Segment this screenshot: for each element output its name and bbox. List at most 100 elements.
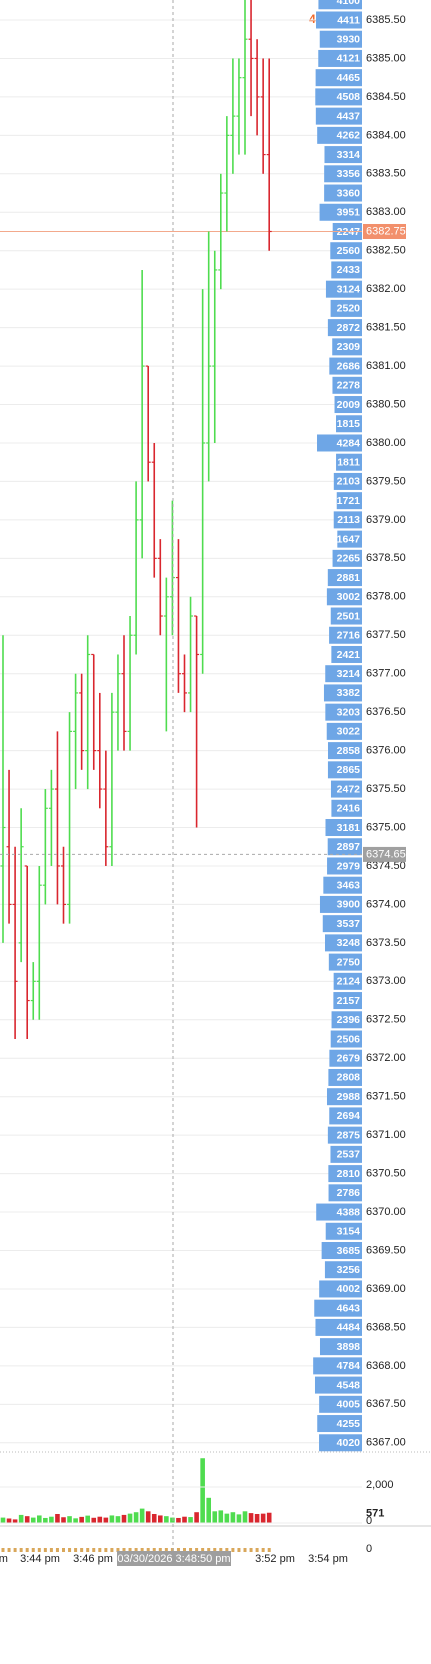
ladder-bar (326, 722, 362, 740)
ladder-value: 4121 (337, 53, 361, 65)
lower-bar (1, 1548, 5, 1552)
ladder-value: 4465 (337, 72, 361, 84)
ladder-bar (315, 69, 362, 87)
ladder-bar (317, 434, 362, 452)
ladder-value: 4002 (337, 1283, 361, 1295)
y-tick-label: 6373.00 (366, 975, 406, 987)
volume-bar (91, 1517, 97, 1523)
ladder-value: 2872 (337, 322, 361, 334)
lower-bar (267, 1548, 271, 1552)
volume-bar (115, 1516, 121, 1523)
ladder-value: 2679 (337, 1053, 361, 1065)
volume-bar (194, 1512, 199, 1523)
lower-bar (183, 1548, 186, 1552)
ladder-bar (319, 895, 362, 913)
ladder-value: 3214 (337, 668, 361, 680)
lower-bar (7, 1548, 11, 1552)
ladder-bar (321, 1242, 362, 1260)
ladder-bar (322, 915, 362, 933)
last-price-box (363, 223, 406, 239)
ladder-value: 3203 (337, 706, 361, 718)
ladder-bar (329, 1049, 362, 1067)
lower-bar (225, 1548, 229, 1552)
ladder-value: 3002 (337, 591, 361, 603)
ladder-bar (336, 492, 362, 510)
ladder-value: 4005 (337, 1399, 361, 1411)
lower-bar (189, 1548, 193, 1552)
ladder-value: 4411 (337, 14, 360, 26)
y-tick-label: 6385.50 (366, 14, 406, 26)
volume-bar (30, 1517, 36, 1523)
ladder-value: 4437 (337, 110, 361, 122)
ladder-value: 2103 (337, 476, 361, 488)
ladder-value: 4100 (337, 0, 361, 7)
ladder-bar (318, 49, 362, 67)
ladder-bar (327, 1126, 362, 1144)
lower-bar (92, 1548, 96, 1552)
y-tick-label: 6380.50 (366, 398, 406, 410)
ladder-value: 3124 (337, 283, 361, 295)
lower-bar (19, 1548, 23, 1552)
ladder-bar (329, 626, 362, 644)
ladder-value: 3382 (337, 687, 361, 699)
lower-bar (31, 1548, 35, 1552)
volume-bar (230, 1512, 236, 1523)
volume-bar (133, 1512, 139, 1523)
lower-bar (207, 1548, 211, 1552)
volume-bar (73, 1518, 78, 1523)
lower-bar (55, 1548, 59, 1552)
volume-bar (200, 1458, 205, 1523)
y-tick-label: 6384.00 (366, 129, 406, 141)
lower-bar (146, 1548, 150, 1552)
ladder-bar (313, 1357, 362, 1375)
y-tick-label: 6384.50 (366, 91, 406, 103)
ladder-bar (329, 357, 362, 375)
y-tick-label: 6380.00 (366, 437, 406, 449)
volume-bar (109, 1515, 115, 1523)
ladder-bar (319, 30, 362, 48)
volume-bar (6, 1518, 12, 1523)
lower-bar (68, 1548, 72, 1552)
ladder-value: 3360 (337, 187, 361, 199)
ladder-bar (330, 299, 362, 317)
y-tick-label: 6375.50 (366, 783, 406, 795)
ladder-value: 2113 (337, 514, 360, 526)
lower-bar (164, 1548, 168, 1552)
lower-bar (243, 1548, 247, 1552)
ladder-value: 2124 (337, 976, 361, 988)
ladder-value: 2686 (337, 360, 361, 372)
ladder-value: 2157 (337, 995, 361, 1007)
ladder-bar (330, 607, 362, 625)
lower-bar (176, 1548, 180, 1552)
ladder-bar (336, 453, 362, 471)
ladder-value: 4548 (337, 1379, 361, 1391)
ladder-bar (323, 684, 362, 702)
ladder-value: 4020 (337, 1437, 361, 1449)
ladder-bar (327, 319, 362, 337)
lower-bar (62, 1548, 65, 1552)
ladder-bar (331, 799, 362, 817)
lower-bar (37, 1548, 41, 1552)
y-tick-label: 6373.50 (366, 937, 406, 949)
volume-bar (0, 1517, 6, 1523)
y-tick-label: 6379.00 (366, 514, 406, 526)
volume-bar (242, 1511, 248, 1523)
lower-bar (13, 1548, 17, 1552)
lower-bar (213, 1548, 217, 1552)
ladder-value: 2396 (337, 1014, 361, 1026)
ladder-bar (331, 645, 362, 663)
volume-bar (260, 1513, 266, 1523)
volume-bar (24, 1516, 30, 1523)
volume-bar (18, 1514, 24, 1523)
ladder-bar (332, 549, 362, 567)
y-tick-label: 6369.00 (366, 1283, 406, 1295)
lower-bar (25, 1548, 29, 1552)
ladder-value: 3356 (337, 168, 361, 180)
lower-bar (170, 1548, 174, 1552)
y-tick-label: 6375.00 (366, 821, 406, 833)
x-tick-label: 3:46 pm (73, 1553, 113, 1565)
lower-bar (80, 1548, 84, 1552)
volume-bar (236, 1514, 242, 1523)
volume-bar (254, 1514, 260, 1523)
